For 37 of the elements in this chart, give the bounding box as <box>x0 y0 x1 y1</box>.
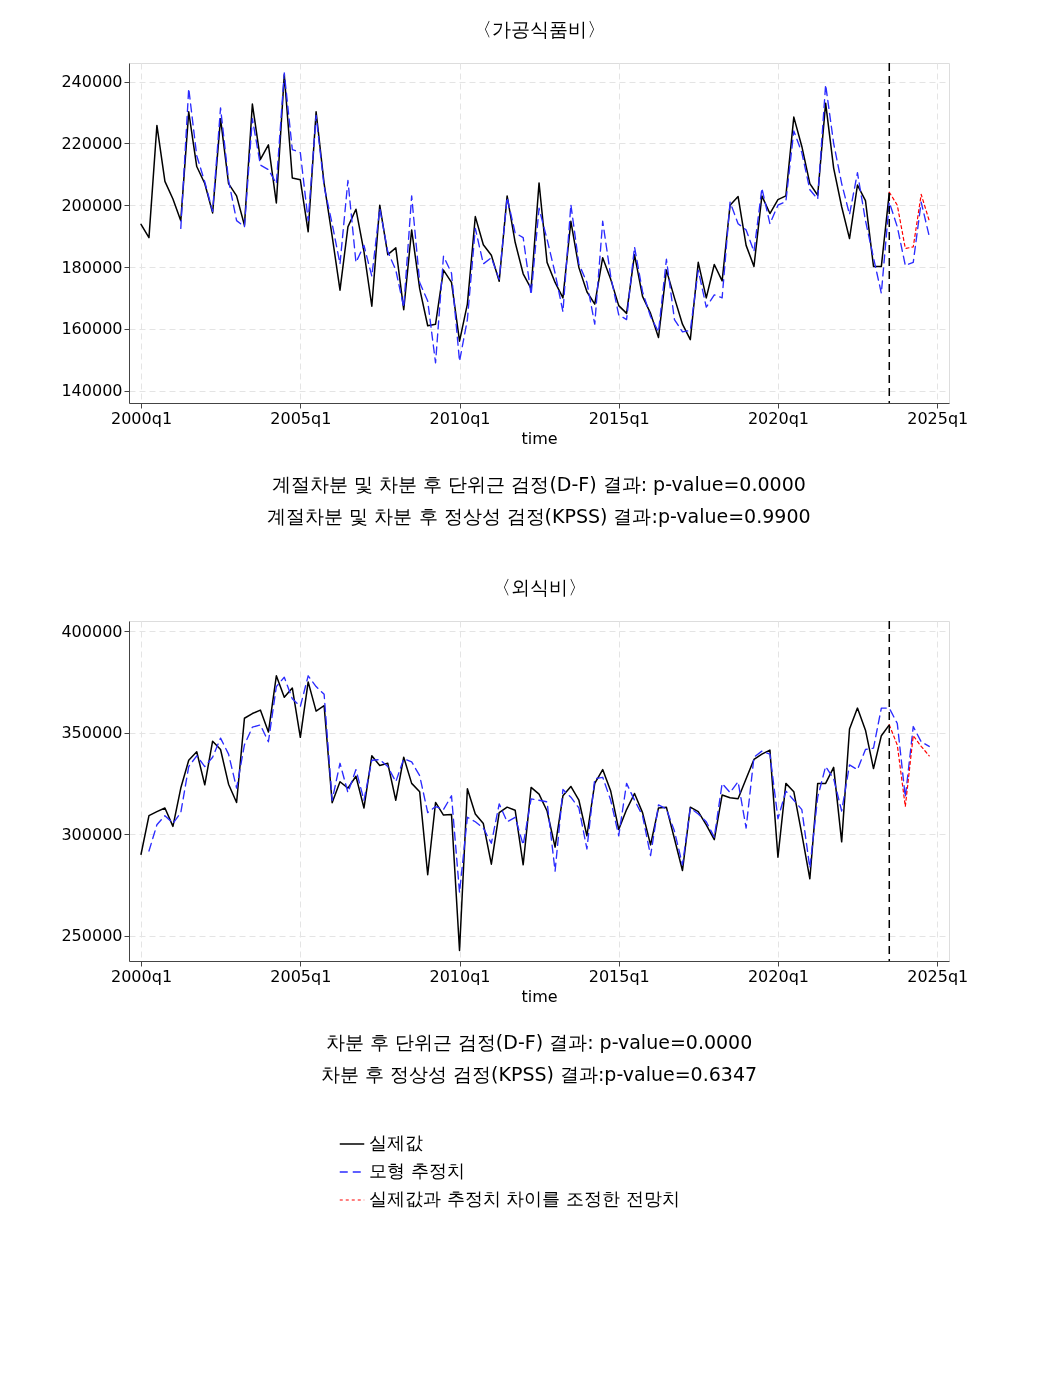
y-tick-label: 160000 <box>61 319 123 339</box>
legend-label: 실제값과 추정치 차이를 조정한 전망치 <box>369 1188 680 1209</box>
line-series <box>148 675 930 894</box>
line-series <box>888 724 930 808</box>
x-axis-title: time <box>521 428 558 448</box>
y-tick-label: 350000 <box>61 723 123 743</box>
x-tick-label: 2010q1 <box>429 408 491 428</box>
text: 계절차분 및 차분 후 단위근 검정(D-F) 결과: p-value=0.0000 <box>272 473 806 495</box>
y-tick-label: 250000 <box>61 926 123 946</box>
text: 차분 후 단위근 검정(D-F) 결과: p-value=0.0000 <box>325 1031 753 1053</box>
x-tick-label: 2020q1 <box>747 966 809 986</box>
y-tick-label: 220000 <box>61 133 123 153</box>
x-tick-label: 2015q1 <box>588 408 650 428</box>
y-tick-label: 200000 <box>61 195 123 215</box>
text: 차분 후 정상성 검정(KPSS) 결과:p-value=0.6347 <box>320 1063 758 1085</box>
x-tick-label: 2000q1 <box>111 966 173 986</box>
y-tick-label: 400000 <box>61 621 123 641</box>
x-tick-label: 2005q1 <box>270 408 332 428</box>
x-tick-label: 2020q1 <box>747 408 809 428</box>
x-tick-label: 2010q1 <box>429 966 491 986</box>
text: 계절차분 및 차분 후 정상성 검정(KPSS) 결과:p-value=0.9900 <box>267 505 811 527</box>
chart-title: 〈외식비〉 <box>491 576 587 599</box>
x-tick-label: 2025q1 <box>907 408 969 428</box>
y-tick-label: 140000 <box>61 381 123 401</box>
y-tick-label: 240000 <box>61 72 123 92</box>
legend-label: 실제값 <box>369 1132 423 1153</box>
x-tick-label: 2025q1 <box>907 966 969 986</box>
chart-title: 〈가공식품비〉 <box>472 18 606 41</box>
line-series <box>180 72 930 364</box>
y-tick-label: 180000 <box>61 257 123 277</box>
x-axis-title: time <box>521 986 558 1006</box>
legend-label: 모형 추정치 <box>369 1160 465 1181</box>
x-tick-label: 2000q1 <box>111 408 173 428</box>
line-series <box>888 191 930 250</box>
y-tick-label: 300000 <box>61 824 123 844</box>
x-tick-label: 2005q1 <box>270 966 332 986</box>
x-tick-label: 2015q1 <box>588 966 650 986</box>
